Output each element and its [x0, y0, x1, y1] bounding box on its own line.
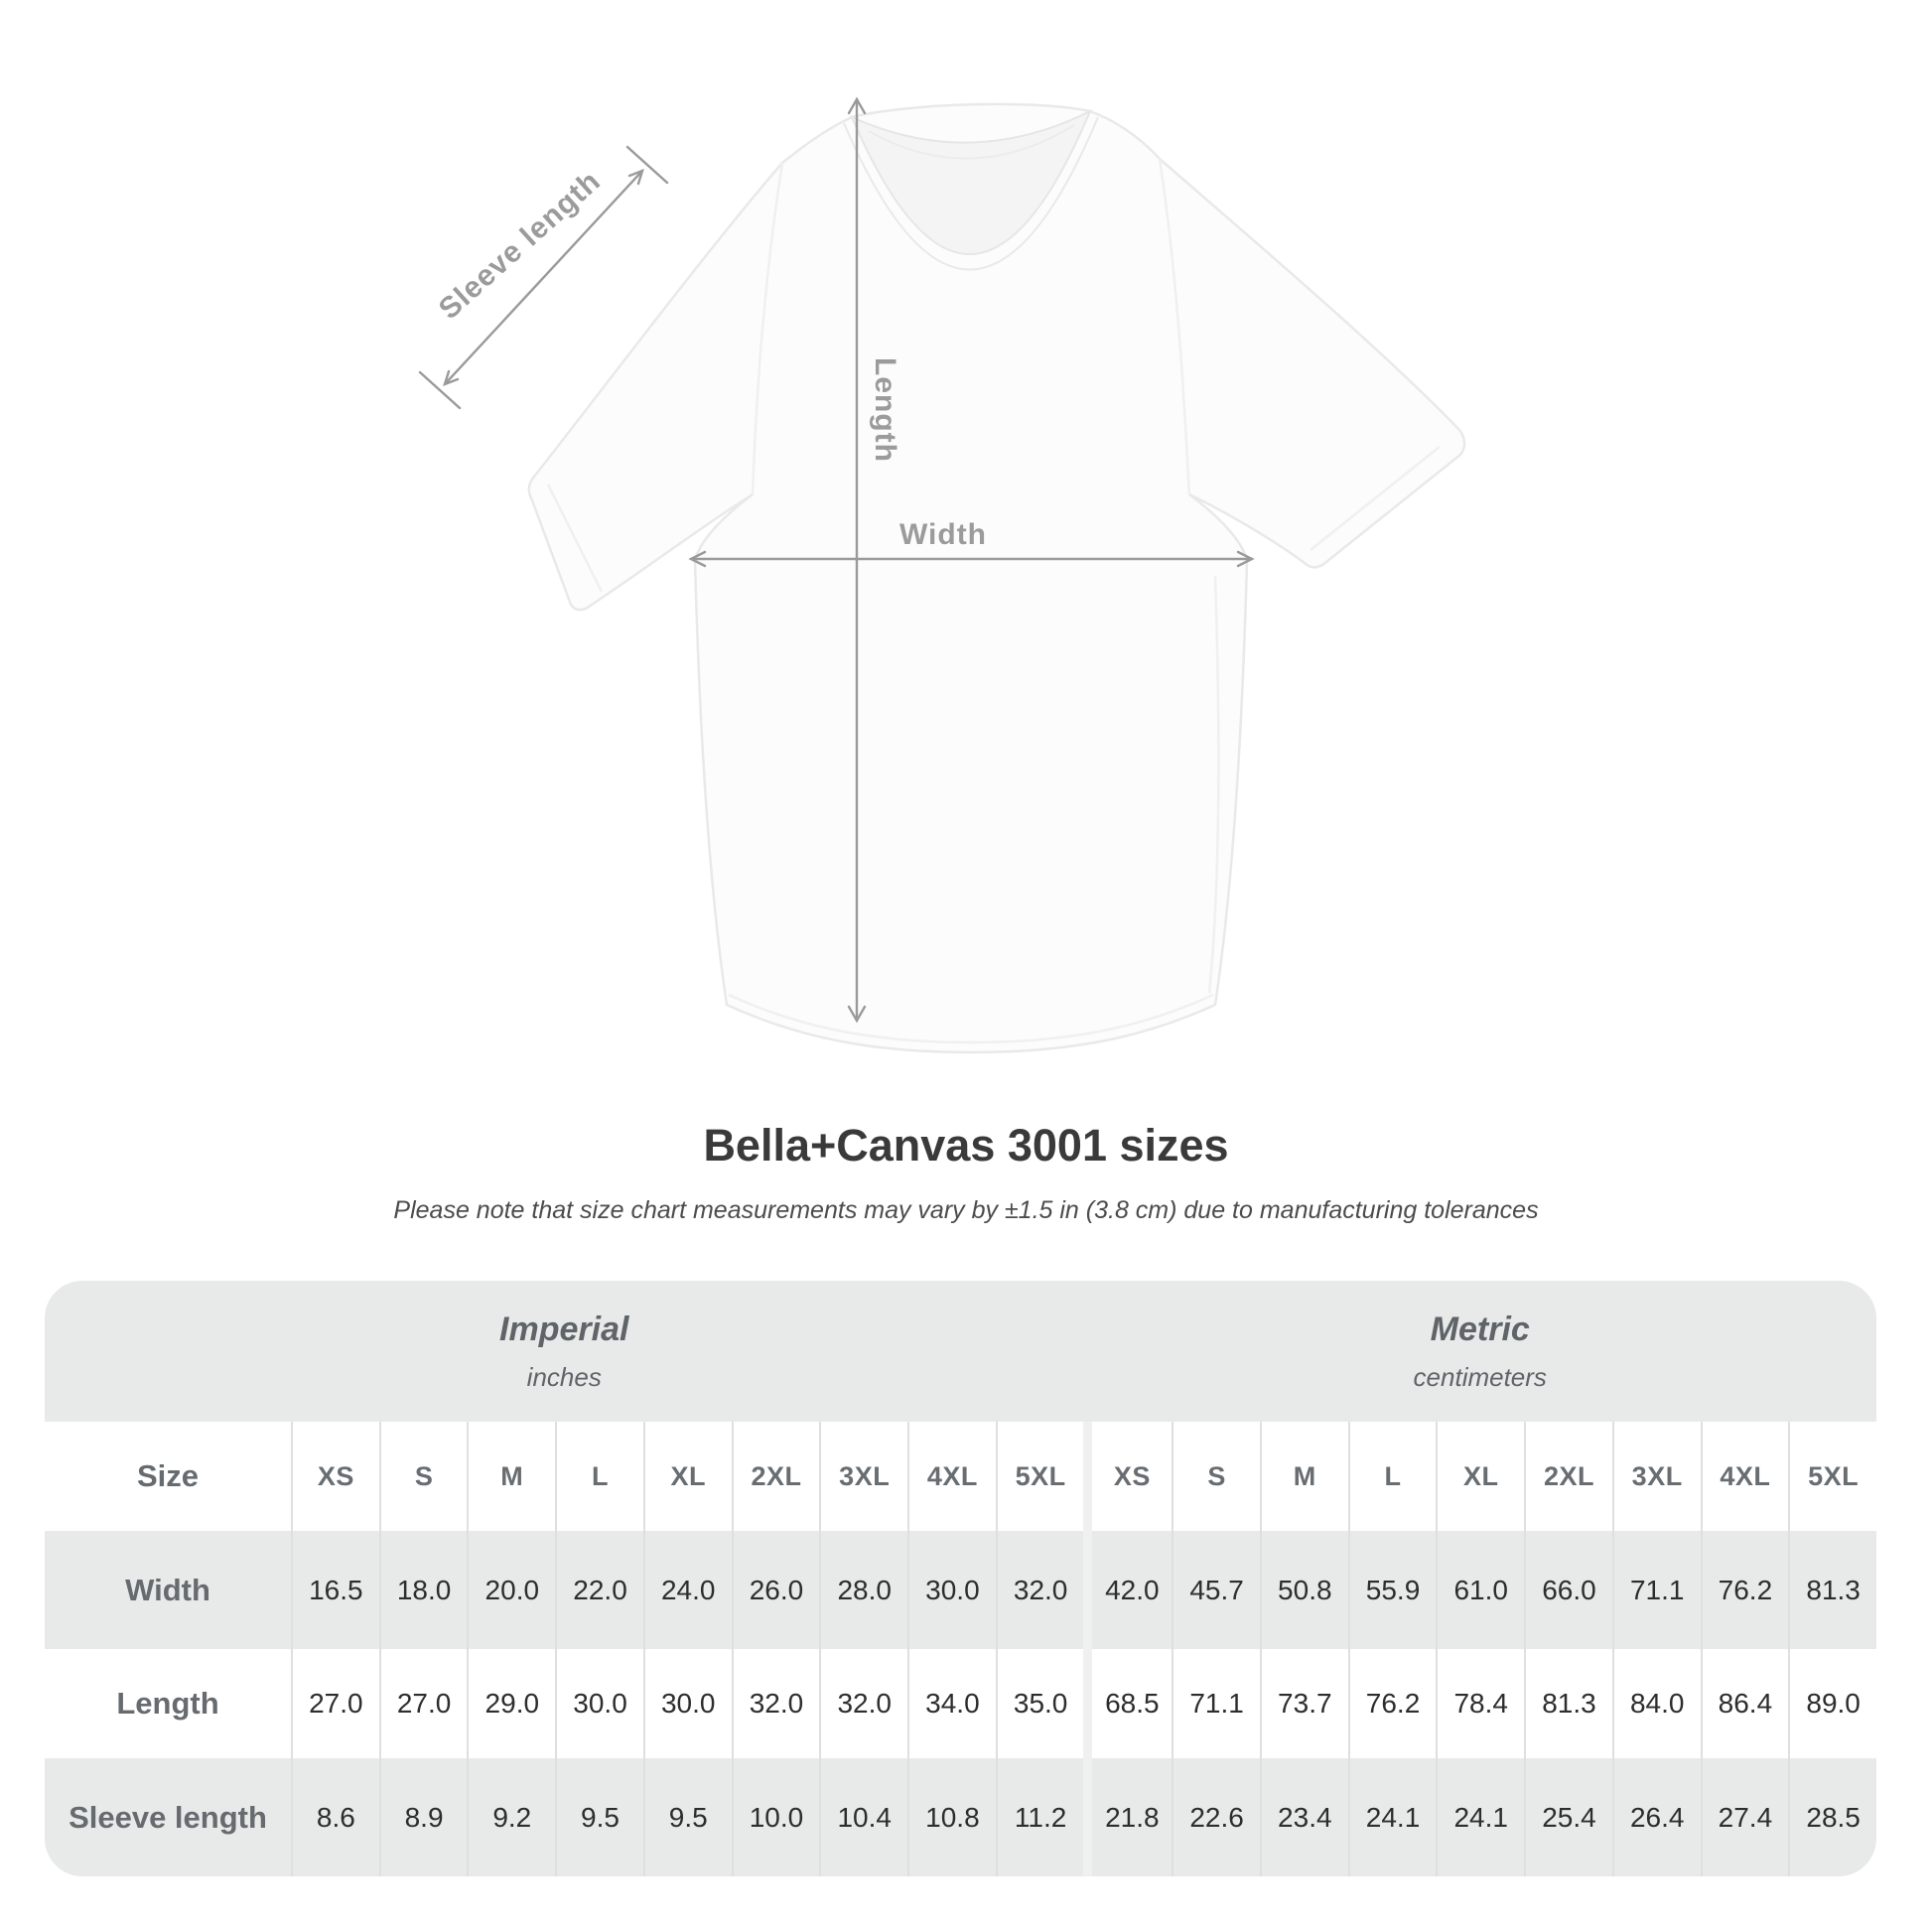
table-cell: 32.0 [995, 1531, 1084, 1649]
table-cell: 18.0 [378, 1531, 468, 1649]
size-header: M [1259, 1422, 1348, 1531]
tshirt-outline [527, 102, 1466, 1054]
imperial-group-name: Imperial [499, 1311, 629, 1348]
table-cell: 24.1 [1436, 1758, 1524, 1876]
table-row-length: Length 27.0 27.0 29.0 30.0 30.0 32.0 32.… [45, 1649, 1876, 1758]
length-label: Length [869, 357, 901, 463]
table-cell: 35.0 [995, 1649, 1084, 1758]
table-cell: 28.5 [1788, 1758, 1876, 1876]
table-cell: 26.4 [1611, 1758, 1701, 1876]
tshirt-seams [546, 158, 1441, 1044]
table-cell: 71.1 [1172, 1649, 1260, 1758]
table-cell: 28.0 [819, 1531, 907, 1649]
tshirt-collar [843, 108, 1099, 271]
imperial-group-unit: inches [526, 1362, 602, 1392]
table-row-sizes: Size XS S M L XL 2XL 3XL 4XL 5XL XS S M … [45, 1422, 1876, 1531]
table-cell: 81.3 [1788, 1531, 1876, 1649]
table-cell: 23.4 [1259, 1758, 1348, 1876]
table-cell: 55.9 [1347, 1531, 1437, 1649]
table-cell: 76.2 [1700, 1531, 1789, 1649]
size-header: L [1347, 1422, 1437, 1531]
size-header: XL [642, 1422, 732, 1531]
size-header: S [378, 1422, 468, 1531]
table-cell: 50.8 [1259, 1531, 1348, 1649]
metric-group-name: Metric [1430, 1311, 1530, 1348]
tshirt-diagram: Length Width Sleeve length [418, 96, 1466, 1054]
table-cell: 81.3 [1524, 1649, 1612, 1758]
table-cell: 66.0 [1524, 1531, 1612, 1649]
table-cell: 42.0 [1083, 1531, 1172, 1649]
table-cell: 9.2 [467, 1758, 555, 1876]
table-cell: 86.4 [1700, 1649, 1789, 1758]
table-cell: 89.0 [1788, 1649, 1876, 1758]
table-cell: 61.0 [1436, 1531, 1524, 1649]
table-cell: 11.2 [995, 1758, 1084, 1876]
table-cell: 27.0 [378, 1649, 468, 1758]
table-cell: 78.4 [1436, 1649, 1524, 1758]
table-cell: 27.0 [291, 1649, 379, 1758]
size-header: 2XL [1524, 1422, 1612, 1531]
size-header: 4XL [907, 1422, 996, 1531]
table-cell: 73.7 [1259, 1649, 1348, 1758]
size-header: S [1172, 1422, 1260, 1531]
table-cell: 24.0 [642, 1531, 732, 1649]
imperial-group-header: Imperial inches [45, 1281, 1084, 1422]
table-cell: 29.0 [467, 1649, 555, 1758]
size-header: M [467, 1422, 555, 1531]
table-cell: 8.6 [291, 1758, 379, 1876]
size-header: 2XL [731, 1422, 820, 1531]
table-row-width: Width 16.5 18.0 20.0 22.0 24.0 26.0 28.0… [45, 1531, 1876, 1649]
size-header: 3XL [1611, 1422, 1701, 1531]
table-cell: 25.4 [1524, 1758, 1612, 1876]
table-cell: 27.4 [1700, 1758, 1789, 1876]
table-cell: 26.0 [731, 1531, 820, 1649]
size-header: XL [1436, 1422, 1524, 1531]
table-cell: 21.8 [1083, 1758, 1172, 1876]
width-arrow [688, 550, 1255, 568]
table-cell: 84.0 [1611, 1649, 1701, 1758]
table-cell: 30.0 [555, 1649, 643, 1758]
metric-group-unit: centimeters [1413, 1362, 1547, 1392]
table-cell: 9.5 [555, 1758, 643, 1876]
table-cell: 10.4 [819, 1758, 907, 1876]
table-cell: 22.6 [1172, 1758, 1260, 1876]
table-cell: 30.0 [642, 1649, 732, 1758]
table-cell: 30.0 [907, 1531, 996, 1649]
table-cell: 8.9 [378, 1758, 468, 1876]
table-cell: 68.5 [1083, 1649, 1172, 1758]
table-cell: 32.0 [819, 1649, 907, 1758]
page-title: Bella+Canvas 3001 sizes [703, 1120, 1229, 1171]
metric-group-header: Metric centimeters [1084, 1281, 1877, 1422]
unit-group-header-row: Imperial inches Metric centimeters [45, 1281, 1876, 1422]
size-header: XS [291, 1422, 379, 1531]
row-label: Sleeve length [69, 1799, 267, 1835]
size-header: 3XL [819, 1422, 907, 1531]
size-header: XS [1083, 1422, 1172, 1531]
size-col-header: Size [136, 1458, 200, 1493]
table-cell: 24.1 [1347, 1758, 1437, 1876]
row-label: Length [116, 1686, 219, 1721]
size-header: 5XL [995, 1422, 1084, 1531]
table-cell: 10.0 [731, 1758, 820, 1876]
width-label: Width [899, 518, 987, 551]
table-cell: 22.0 [555, 1531, 643, 1649]
table-cell: 32.0 [731, 1649, 820, 1758]
table-cell: 16.5 [291, 1531, 379, 1649]
page-subtitle: Please note that size chart measurements… [393, 1196, 1539, 1224]
table-cell: 71.1 [1611, 1531, 1701, 1649]
size-chart-table: Imperial inches Metric centimeters Size … [45, 1281, 1876, 1876]
table-cell: 10.8 [907, 1758, 996, 1876]
table-cell: 9.5 [642, 1758, 732, 1876]
table-cell: 34.0 [907, 1649, 996, 1758]
table-cell: 20.0 [467, 1531, 555, 1649]
table-cell: 45.7 [1172, 1531, 1260, 1649]
size-header: L [555, 1422, 643, 1531]
size-header: 4XL [1700, 1422, 1789, 1531]
sleeve-length-arrow [418, 145, 669, 410]
table-cell: 76.2 [1347, 1649, 1437, 1758]
row-label: Width [125, 1572, 210, 1607]
table-row-sleeve-length: Sleeve length 8.6 8.9 9.2 9.5 9.5 10.0 1… [45, 1758, 1876, 1876]
size-header: 5XL [1788, 1422, 1876, 1531]
